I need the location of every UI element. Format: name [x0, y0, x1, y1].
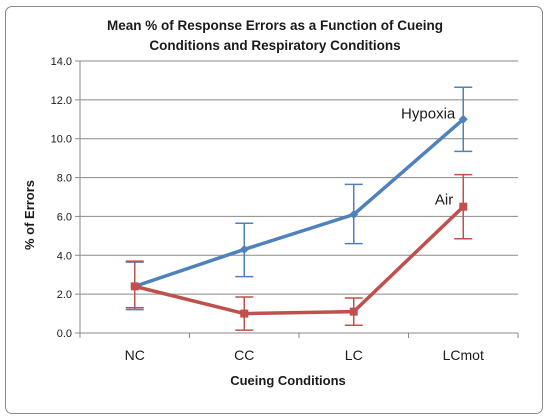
y-tick-label: 14.0: [51, 56, 72, 68]
series-line: [134, 117, 465, 289]
y-tick-label: 0.0: [57, 328, 72, 340]
data-point: [130, 282, 139, 291]
data-point: [239, 244, 249, 254]
y-axis-title: % of Errors: [22, 180, 37, 250]
series-label: Hypoxia: [401, 105, 456, 122]
gridlines: [80, 60, 518, 295]
chart-title-line-1: Mean % of Response Errors as a Function …: [106, 18, 444, 33]
x-tick-label: CC: [234, 347, 254, 363]
x-tick-label: LC: [345, 347, 363, 363]
x-tick-labels: NC CC LC LCmot: [125, 347, 484, 363]
series-hypoxia: Hypoxia: [125, 86, 473, 311]
y-tick-labels: 0.0 2.0 4.0 6.0 8.0 10.0 12.0 14.0: [51, 56, 72, 340]
series: Hypoxia Air: [125, 86, 473, 331]
x-axis-title: Cueing Conditions: [230, 373, 346, 388]
axes: [75, 60, 519, 338]
x-tick-label: LCmot: [443, 347, 484, 363]
y-tick-label: 6.0: [57, 211, 72, 223]
y-tick-label: 4.0: [57, 250, 72, 262]
data-point: [458, 114, 468, 124]
y-tick-label: 10.0: [51, 134, 72, 146]
chart-frame: [5, 6, 543, 414]
series-label: Air: [435, 192, 453, 209]
data-point: [349, 307, 358, 316]
series-line: [134, 205, 465, 316]
y-tick-label: 2.0: [57, 289, 72, 301]
data-point: [349, 209, 359, 219]
chart-title-line-2: Conditions and Respiratory Conditions: [149, 38, 401, 53]
x-tick-label: NC: [125, 347, 145, 363]
data-point: [240, 309, 249, 318]
chart-title: Mean % of Response Errors as a Function …: [0, 16, 550, 56]
data-point: [459, 202, 468, 211]
y-tick-label: 8.0: [57, 173, 72, 185]
series-air: Air: [125, 173, 473, 331]
y-tick-label: 12.0: [51, 95, 72, 107]
